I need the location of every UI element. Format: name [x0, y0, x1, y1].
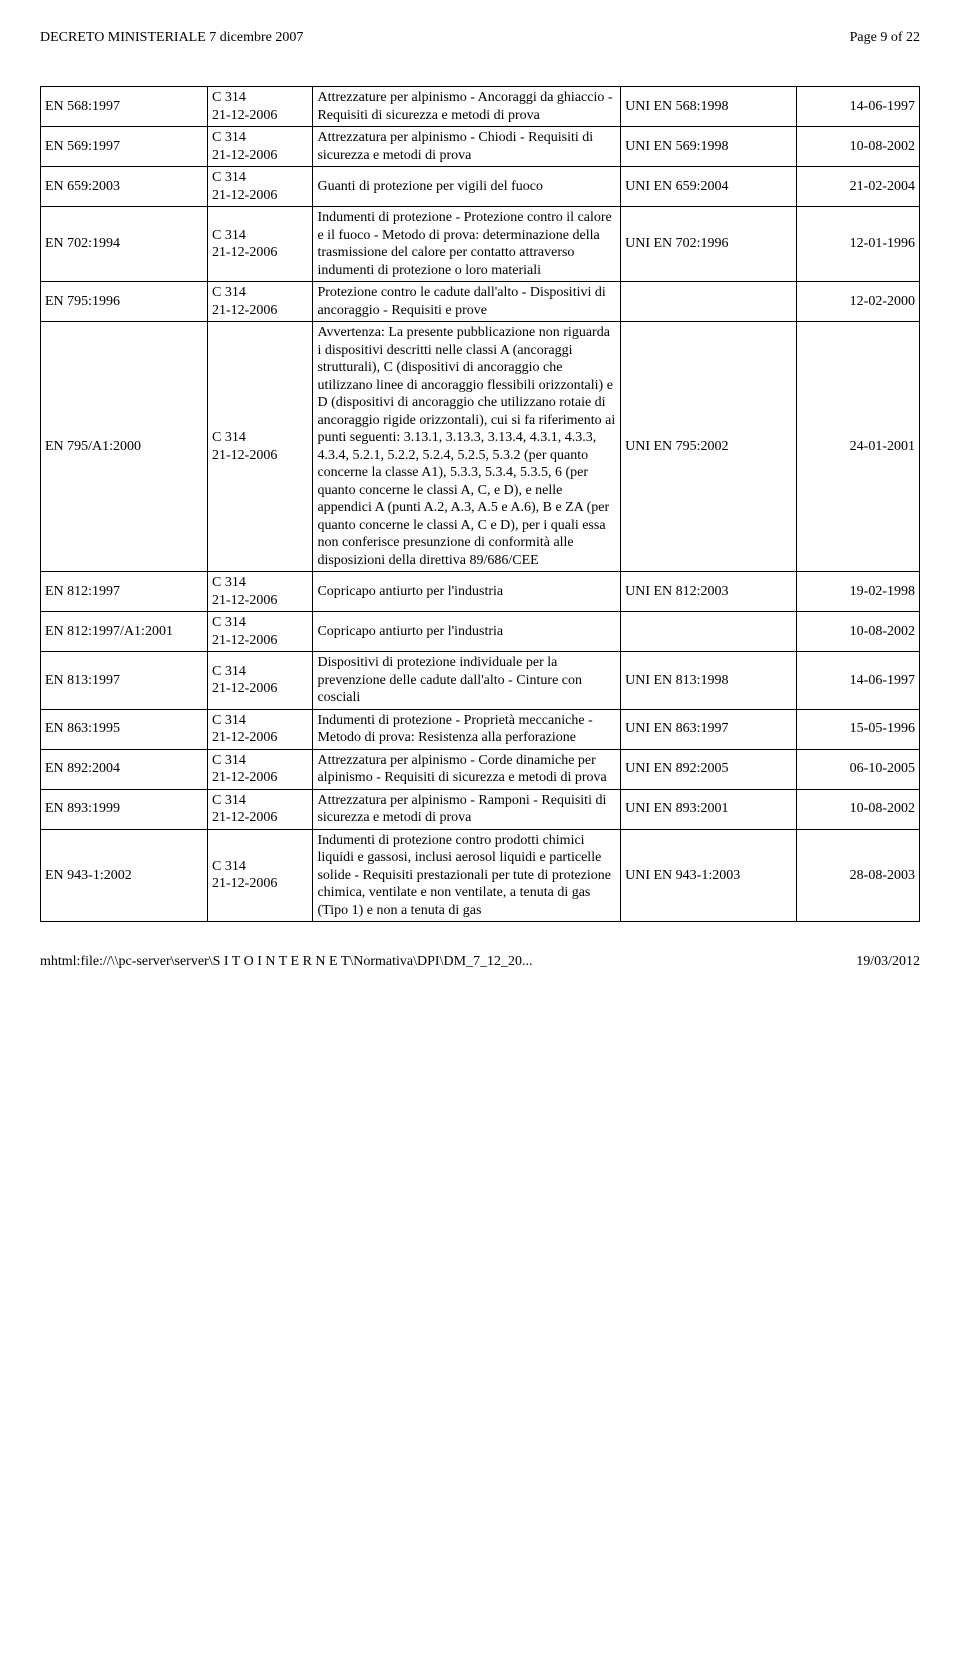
cell-date: 10-08-2002 — [796, 789, 919, 829]
cell-uni-ref: UNI EN 812:2003 — [621, 572, 797, 612]
cell-standard-ref: EN 812:1997/A1:2001 — [41, 612, 208, 652]
page-header: DECRETO MINISTERIALE 7 dicembre 2007 Pag… — [40, 30, 920, 46]
cell-description: Indumenti di protezione contro prodotti … — [313, 829, 621, 922]
cell-date: 12-01-1996 — [796, 207, 919, 282]
cell-gu-ref: C 314 21-12-2006 — [208, 789, 313, 829]
cell-date: 12-02-2000 — [796, 282, 919, 322]
cell-date: 28-08-2003 — [796, 829, 919, 922]
cell-date: 15-05-1996 — [796, 709, 919, 749]
table-row: EN 795/A1:2000C 314 21-12-2006Avvertenza… — [41, 322, 920, 572]
cell-standard-ref: EN 568:1997 — [41, 87, 208, 127]
cell-uni-ref — [621, 282, 797, 322]
cell-uni-ref: UNI EN 569:1998 — [621, 127, 797, 167]
cell-standard-ref: EN 795/A1:2000 — [41, 322, 208, 572]
cell-date: 06-10-2005 — [796, 749, 919, 789]
page-container: DECRETO MINISTERIALE 7 dicembre 2007 Pag… — [0, 0, 960, 942]
cell-uni-ref: UNI EN 795:2002 — [621, 322, 797, 572]
cell-date: 21-02-2004 — [796, 167, 919, 207]
cell-uni-ref: UNI EN 943-1:2003 — [621, 829, 797, 922]
table-row: EN 943-1:2002C 314 21-12-2006Indumenti d… — [41, 829, 920, 922]
cell-description: Indumenti di protezione - Protezione con… — [313, 207, 621, 282]
cell-gu-ref: C 314 21-12-2006 — [208, 612, 313, 652]
cell-uni-ref: UNI EN 892:2005 — [621, 749, 797, 789]
cell-gu-ref: C 314 21-12-2006 — [208, 749, 313, 789]
standards-table: EN 568:1997C 314 21-12-2006Attrezzature … — [40, 86, 920, 922]
cell-standard-ref: EN 813:1997 — [41, 652, 208, 710]
page-number: Page 9 of 22 — [850, 30, 920, 46]
cell-gu-ref: C 314 21-12-2006 — [208, 282, 313, 322]
table-row: EN 659:2003C 314 21-12-2006Guanti di pro… — [41, 167, 920, 207]
table-row: EN 702:1994C 314 21-12-2006Indumenti di … — [41, 207, 920, 282]
cell-date: 10-08-2002 — [796, 612, 919, 652]
cell-standard-ref: EN 893:1999 — [41, 789, 208, 829]
cell-gu-ref: C 314 21-12-2006 — [208, 829, 313, 922]
cell-uni-ref: UNI EN 702:1996 — [621, 207, 797, 282]
cell-uni-ref — [621, 612, 797, 652]
cell-standard-ref: EN 702:1994 — [41, 207, 208, 282]
cell-gu-ref: C 314 21-12-2006 — [208, 652, 313, 710]
cell-description: Attrezzatura per alpinismo - Corde dinam… — [313, 749, 621, 789]
cell-uni-ref: UNI EN 568:1998 — [621, 87, 797, 127]
page-footer: mhtml:file://\\pc-server\server\S I T O … — [0, 942, 960, 990]
document-title: DECRETO MINISTERIALE 7 dicembre 2007 — [40, 30, 303, 46]
cell-uni-ref: UNI EN 863:1997 — [621, 709, 797, 749]
cell-description: Attrezzatura per alpinismo - Chiodi - Re… — [313, 127, 621, 167]
table-row: EN 813:1997C 314 21-12-2006Dispositivi d… — [41, 652, 920, 710]
cell-standard-ref: EN 863:1995 — [41, 709, 208, 749]
cell-gu-ref: C 314 21-12-2006 — [208, 127, 313, 167]
table-row: EN 795:1996C 314 21-12-2006Protezione co… — [41, 282, 920, 322]
cell-description: Copricapo antiurto per l'industria — [313, 612, 621, 652]
cell-date: 14-06-1997 — [796, 87, 919, 127]
footer-date: 19/03/2012 — [856, 954, 920, 970]
cell-description: Guanti di protezione per vigili del fuoc… — [313, 167, 621, 207]
cell-gu-ref: C 314 21-12-2006 — [208, 572, 313, 612]
table-row: EN 863:1995C 314 21-12-2006Indumenti di … — [41, 709, 920, 749]
cell-description: Attrezzatura per alpinismo - Ramponi - R… — [313, 789, 621, 829]
cell-standard-ref: EN 943-1:2002 — [41, 829, 208, 922]
table-row: EN 568:1997C 314 21-12-2006Attrezzature … — [41, 87, 920, 127]
cell-gu-ref: C 314 21-12-2006 — [208, 709, 313, 749]
footer-path: mhtml:file://\\pc-server\server\S I T O … — [40, 954, 533, 970]
cell-standard-ref: EN 795:1996 — [41, 282, 208, 322]
cell-description: Indumenti di protezione - Proprietà mecc… — [313, 709, 621, 749]
cell-description: Copricapo antiurto per l'industria — [313, 572, 621, 612]
cell-uni-ref: UNI EN 893:2001 — [621, 789, 797, 829]
table-row: EN 892:2004C 314 21-12-2006Attrezzatura … — [41, 749, 920, 789]
cell-gu-ref: C 314 21-12-2006 — [208, 207, 313, 282]
cell-standard-ref: EN 892:2004 — [41, 749, 208, 789]
cell-gu-ref: C 314 21-12-2006 — [208, 167, 313, 207]
cell-date: 14-06-1997 — [796, 652, 919, 710]
cell-date: 19-02-1998 — [796, 572, 919, 612]
cell-description: Attrezzature per alpinismo - Ancoraggi d… — [313, 87, 621, 127]
cell-description: Dispositivi di protezione individuale pe… — [313, 652, 621, 710]
cell-date: 24-01-2001 — [796, 322, 919, 572]
table-row: EN 893:1999C 314 21-12-2006Attrezzatura … — [41, 789, 920, 829]
table-row: EN 812:1997/A1:2001C 314 21-12-2006Copri… — [41, 612, 920, 652]
cell-gu-ref: C 314 21-12-2006 — [208, 87, 313, 127]
table-row: EN 569:1997C 314 21-12-2006Attrezzatura … — [41, 127, 920, 167]
cell-description: Avvertenza: La presente pubblicazione no… — [313, 322, 621, 572]
cell-uni-ref: UNI EN 813:1998 — [621, 652, 797, 710]
cell-standard-ref: EN 569:1997 — [41, 127, 208, 167]
cell-date: 10-08-2002 — [796, 127, 919, 167]
cell-gu-ref: C 314 21-12-2006 — [208, 322, 313, 572]
table-row: EN 812:1997C 314 21-12-2006Copricapo ant… — [41, 572, 920, 612]
cell-standard-ref: EN 659:2003 — [41, 167, 208, 207]
cell-description: Protezione contro le cadute dall'alto - … — [313, 282, 621, 322]
cell-standard-ref: EN 812:1997 — [41, 572, 208, 612]
cell-uni-ref: UNI EN 659:2004 — [621, 167, 797, 207]
